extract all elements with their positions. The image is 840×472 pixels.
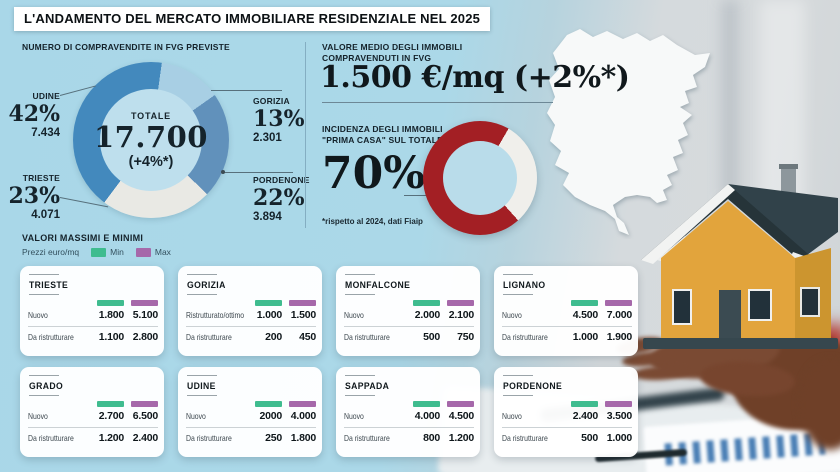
legend-title: VALORI MASSIMI E MINIMI bbox=[22, 233, 144, 243]
max-label: Max bbox=[154, 247, 171, 257]
prima-label-line2: "PRIMA CASA" SUL TOTALE bbox=[322, 135, 443, 146]
gorizia-pct: 13% bbox=[253, 105, 305, 132]
legend-subtitle: Prezzi euro/mq bbox=[22, 247, 80, 257]
segment-label-gorizia: GORIZIA 13% 2.301 bbox=[253, 97, 305, 144]
trieste-pct: 23% bbox=[8, 182, 60, 209]
prima-casa-donut-hole bbox=[443, 141, 517, 215]
roof-right-slope bbox=[728, 184, 838, 258]
total-value: 17.700 bbox=[94, 119, 208, 154]
max-swatch bbox=[135, 247, 151, 257]
prima-casa-label: INCIDENZA DEGLI IMMOBILI "PRIMA CASA" SU… bbox=[322, 124, 443, 147]
chimney-top bbox=[779, 164, 798, 169]
connector-pordenone-dot bbox=[221, 170, 225, 174]
pordenone-name: PORDENONE bbox=[253, 175, 310, 185]
vertical-divider bbox=[305, 42, 306, 228]
finger-3 bbox=[631, 364, 691, 382]
sales-donut-center: TOTALE 17.700 (+4%*) bbox=[94, 89, 208, 191]
prima-casa-donut-chart bbox=[423, 121, 537, 235]
window-mid bbox=[748, 289, 772, 321]
trieste-name: TRIESTE bbox=[22, 173, 60, 183]
avg-label-line2: COMPRAVENDUTI IN FVG bbox=[322, 53, 432, 64]
connector-gorizia bbox=[211, 90, 282, 91]
fvg-region-map bbox=[545, 25, 727, 239]
sales-donut-chart: TOTALE 17.700 (+4%*) bbox=[73, 62, 229, 218]
model-house bbox=[633, 140, 840, 360]
pordenone-value: 3.894 bbox=[253, 210, 282, 223]
window-left bbox=[672, 289, 692, 325]
segment-label-udine: UDINE 42% 7.434 bbox=[6, 92, 60, 139]
udine-name: UDINE bbox=[32, 91, 60, 101]
segment-label-pordenone: PORDENONE 22% 3.894 bbox=[253, 176, 310, 223]
sales-section-label: NUMERO DI COMPRAVENDITE IN FVG PREVISTE bbox=[22, 42, 230, 52]
door bbox=[719, 290, 741, 338]
hand-arm bbox=[800, 360, 840, 450]
udine-pct: 42% bbox=[8, 100, 60, 127]
connector-prima bbox=[404, 195, 427, 196]
gorizia-name: GORIZIA bbox=[253, 96, 290, 106]
trieste-value: 4.071 bbox=[31, 208, 60, 221]
window-right bbox=[800, 287, 820, 317]
footnote: *rispetto al 2024, dati Fiaip bbox=[322, 217, 423, 226]
horizontal-divider bbox=[322, 102, 553, 103]
total-delta: (+4%*) bbox=[128, 153, 174, 170]
avg-value-label: VALORE MEDIO DEGLI IMMOBILI COMPRAVENDUT… bbox=[322, 42, 462, 65]
connector-pordenone bbox=[224, 172, 293, 173]
udine-value: 7.434 bbox=[31, 126, 60, 139]
prima-casa-value: 70% bbox=[322, 148, 426, 199]
min-swatch bbox=[91, 247, 107, 257]
avg-value: 1.500 €/mq (+2%*) bbox=[320, 60, 630, 95]
prima-label-line1: INCIDENZA DEGLI IMMOBILI bbox=[322, 124, 443, 134]
window-shadow-band bbox=[722, 0, 738, 200]
pordenone-pct: 22% bbox=[253, 184, 305, 211]
min-label: Min bbox=[110, 247, 124, 257]
gorizia-value: 2.301 bbox=[253, 131, 282, 144]
house-base bbox=[643, 338, 838, 349]
page-title: L'ANDAMENTO DEL MERCATO IMMOBILIARE RESI… bbox=[14, 7, 491, 31]
segment-label-trieste: TRIESTE 23% 4.071 bbox=[6, 174, 60, 221]
total-label: TOTALE bbox=[131, 110, 171, 121]
avg-label-line1: VALORE MEDIO DEGLI IMMOBILI bbox=[322, 42, 463, 52]
roof-snow-left bbox=[641, 184, 735, 264]
fvg-map-shape bbox=[547, 29, 710, 235]
minmax-legend: VALORI MASSIMI E MINIMI Prezzi euro/mq M… bbox=[22, 233, 171, 257]
chimney bbox=[781, 166, 796, 196]
